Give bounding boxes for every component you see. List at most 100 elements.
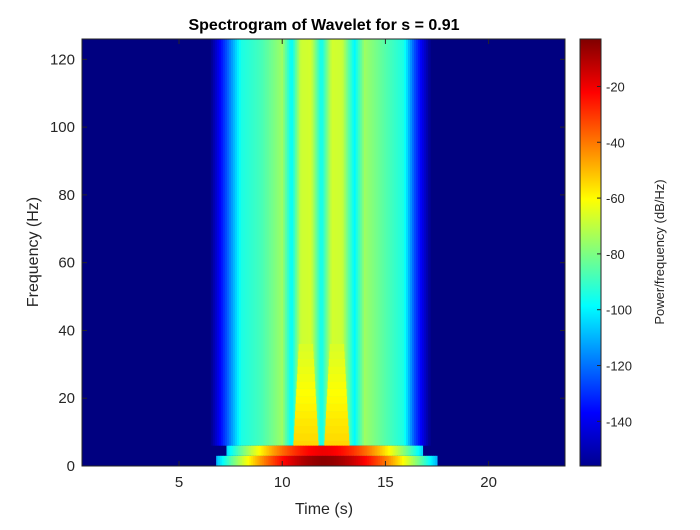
- colorbar-label: Power/frequency (dB/Hz): [652, 179, 667, 324]
- colorbar-tick-label: -80: [606, 247, 625, 262]
- heatmap-cell: [371, 39, 375, 446]
- heatmap-cell: [425, 455, 429, 466]
- heatmap-cell: [391, 445, 394, 456]
- heatmap-cell: [315, 455, 318, 466]
- heatmap-cell: [374, 455, 377, 466]
- heatmap-cell: [372, 455, 375, 466]
- heatmap-cell: [273, 39, 276, 446]
- heatmap-cell: [295, 396, 317, 404]
- heatmap-cell: [340, 445, 343, 456]
- heatmap-cell: [412, 445, 415, 456]
- heatmap-cell: [407, 455, 410, 466]
- heatmap-cell: [323, 39, 327, 446]
- heatmap-cell: [269, 39, 272, 446]
- heatmap-cell: [392, 455, 396, 466]
- heatmap-cell: [265, 39, 268, 446]
- heatmap-cell: [296, 381, 316, 389]
- heatmap-cell: [383, 455, 386, 466]
- heatmap-cell: [373, 39, 377, 446]
- heatmap-cell: [368, 445, 371, 456]
- heatmap-cell: [313, 39, 317, 446]
- heatmap-cell: [418, 455, 421, 466]
- heatmap-cell: [389, 445, 393, 456]
- heatmap-cell: [330, 455, 333, 466]
- heatmap-cell: [294, 426, 318, 434]
- heatmap-cell: [237, 445, 241, 456]
- heatmap-cell: [363, 455, 366, 466]
- heatmap-cell: [311, 39, 315, 446]
- heatmap-cell: [327, 388, 347, 397]
- heatmap-cell: [352, 445, 355, 456]
- heatmap-cell: [245, 39, 248, 446]
- heatmap-cell: [332, 445, 335, 456]
- heatmap-cell: [412, 39, 415, 446]
- heatmap-cell: [398, 445, 401, 456]
- heatmap-cell: [299, 39, 302, 446]
- x-axis-ticks: 5 10 15 20: [175, 39, 497, 491]
- heatmap-cell: [275, 445, 278, 456]
- heatmap-cell: [317, 455, 320, 466]
- heatmap-cell: [239, 445, 242, 456]
- heatmap-cell: [276, 455, 280, 466]
- heatmap-cell: [397, 39, 401, 446]
- heatmap-cell: [363, 445, 366, 456]
- heatmap-cell: [339, 39, 343, 446]
- heatmap-cell: [232, 39, 236, 446]
- heatmap-cell: [387, 455, 390, 466]
- heatmap-cell: [304, 445, 308, 456]
- heatmap-cell: [259, 39, 262, 446]
- heatmap-cell: [284, 455, 287, 466]
- heatmap-cell: [424, 39, 427, 446]
- heatmap-cell: [413, 455, 416, 466]
- heatmap-plot-area: [82, 39, 565, 466]
- heatmap-cell: [375, 39, 379, 446]
- y-tick-label: 60: [58, 255, 75, 272]
- heatmap-cell: [295, 403, 317, 412]
- heatmap-cell: [270, 445, 273, 456]
- heatmap-cell: [377, 39, 381, 446]
- heatmap-cell: [349, 445, 352, 456]
- heatmap-cell: [363, 39, 367, 446]
- heatmap-cell: [256, 455, 259, 466]
- x-tick-label: 20: [480, 474, 497, 491]
- heatmap-cell: [280, 445, 283, 456]
- colorbar-tick-label: -60: [606, 191, 625, 206]
- heatmap-cell: [396, 455, 399, 466]
- heatmap-cell: [298, 344, 314, 352]
- heatmap-cell: [345, 39, 349, 446]
- heatmap-cell: [228, 39, 232, 446]
- heatmap-cell: [219, 455, 223, 466]
- heatmap-cell: [376, 445, 379, 456]
- heatmap-cell: [420, 39, 423, 446]
- heatmap-cell: [398, 455, 401, 466]
- colorbar-tick-label: -140: [606, 414, 632, 429]
- heatmap-cell: [401, 445, 404, 456]
- heatmap-cell: [411, 445, 414, 456]
- heatmap-cell: [433, 455, 436, 466]
- heatmap-cell: [310, 455, 313, 466]
- heatmap-cell: [328, 366, 346, 374]
- heatmap-cell: [381, 445, 384, 456]
- heatmap-cell: [337, 39, 341, 446]
- colorbar-tick-label: -100: [606, 303, 632, 318]
- heatmap-cell: [321, 39, 325, 446]
- heatmap-cell: [293, 433, 319, 441]
- heatmap-cell: [216, 455, 219, 466]
- heatmap-cell: [370, 445, 373, 456]
- heatmap-cell: [381, 455, 385, 466]
- heatmap-cell: [357, 39, 361, 446]
- heatmap-cell: [255, 445, 259, 456]
- heatmap-cell: [365, 39, 369, 446]
- heatmap-cell: [365, 445, 368, 456]
- heatmap-cell: [295, 455, 298, 466]
- heatmap-cell: [416, 445, 419, 456]
- heatmap-cell: [249, 39, 252, 446]
- heatmap-cell: [255, 39, 258, 446]
- heatmap-cell: [249, 445, 252, 456]
- heatmap-cell: [294, 418, 318, 427]
- heatmap-cell: [301, 39, 304, 446]
- heatmap-cell: [337, 445, 340, 456]
- heatmap-cell: [306, 455, 309, 466]
- heatmap-cell: [230, 455, 234, 466]
- heatmap-cell: [267, 445, 270, 456]
